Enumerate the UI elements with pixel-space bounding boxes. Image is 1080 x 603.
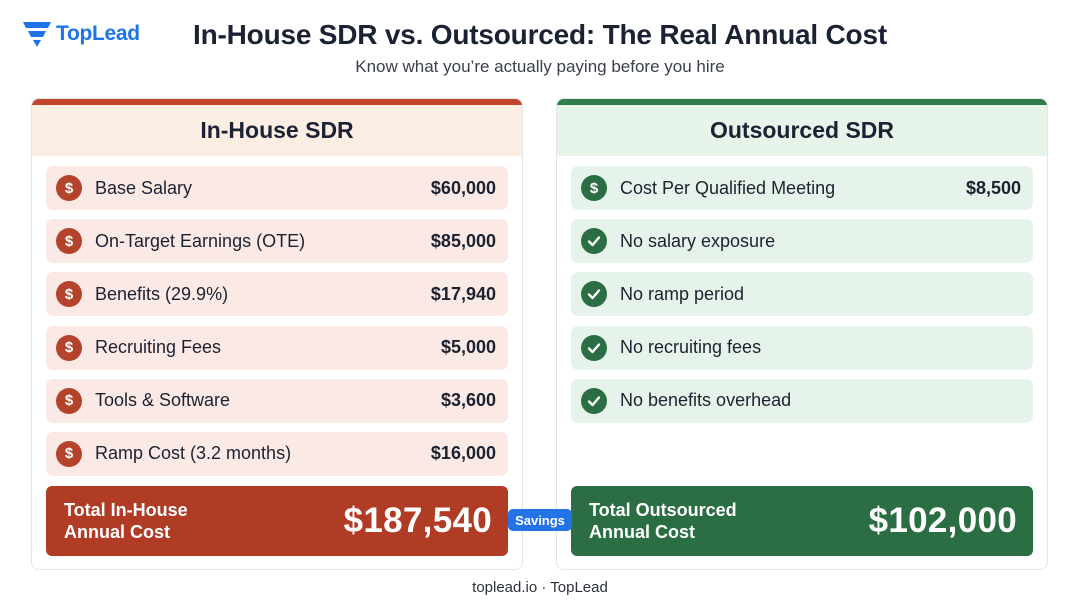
cost-value: $3,600: [440, 390, 496, 411]
cost-row-ote: $ On-Target Earnings (OTE) $85,000: [46, 219, 508, 264]
cost-value: $17,940: [430, 283, 496, 304]
total-value: $102,000: [868, 501, 1017, 540]
benefit-label: No ramp period: [620, 283, 745, 304]
in-house-panel: In-House SDR $ Base Salary $60,000 $ On-…: [31, 98, 523, 570]
cost-value: $5,000: [440, 337, 496, 358]
cost-label: Base Salary: [95, 177, 193, 198]
outsourced-cost-list: $ Cost Per Qualified Meeting $8,500 No s…: [571, 166, 1033, 432]
footer-credit: toplead.io · TopLead: [472, 579, 608, 596]
page-title: In-House SDR vs. Outsourced: The Real An…: [0, 19, 1080, 51]
total-label: Total In-House Annual Cost: [64, 500, 188, 542]
total-value: $187,540: [343, 501, 492, 540]
outsourced-heading: Outsourced SDR: [557, 99, 1047, 156]
in-house-total: Total In-House Annual Cost $187,540: [46, 486, 508, 556]
dollar-icon: $: [56, 334, 82, 361]
dollar-icon: $: [56, 228, 82, 255]
cost-value: $85,000: [430, 230, 496, 251]
check-icon: [581, 281, 607, 308]
cost-row-base-salary: $ Base Salary $60,000: [46, 166, 508, 210]
in-house-cost-list: $ Base Salary $60,000 $ On-Target Earnin…: [46, 166, 508, 485]
total-label: Total Outsourced Annual Cost: [589, 500, 737, 542]
in-house-heading: In-House SDR: [32, 99, 522, 156]
cost-row-tools: $ Tools & Software $3,600: [46, 378, 508, 423]
cost-row-per-meeting: $ Cost Per Qualified Meeting $8,500: [571, 166, 1033, 210]
outsourced-total: Total Outsourced Annual Cost $102,000: [571, 486, 1033, 556]
cost-label: Tools & Software: [95, 390, 231, 411]
benefit-row-no-recruiting: No recruiting fees: [571, 325, 1033, 370]
check-icon: [581, 387, 607, 414]
brand-logo: TopLead: [22, 20, 140, 48]
cost-row-ramp: $ Ramp Cost (3.2 months) $16,000: [46, 431, 508, 476]
cost-value: $60,000: [430, 177, 496, 198]
cost-value: $16,000: [430, 443, 496, 464]
dollar-icon: $: [56, 387, 82, 414]
benefit-label: No recruiting fees: [620, 337, 762, 358]
cost-label: Ramp Cost (3.2 months): [95, 443, 292, 464]
dollar-icon: $: [581, 175, 607, 201]
dollar-icon: $: [56, 281, 82, 308]
cost-value: $8,500: [965, 177, 1021, 198]
dollar-icon: $: [56, 175, 82, 201]
logo-icon: [23, 22, 51, 47]
benefit-label: No benefits overhead: [620, 390, 792, 411]
savings-badge: Savings: [508, 509, 572, 531]
benefit-row-no-salary: No salary exposure: [571, 219, 1033, 264]
brand-name: TopLead: [56, 22, 140, 45]
outsourced-panel: Outsourced SDR $ Cost Per Qualified Meet…: [556, 98, 1048, 570]
benefit-row-no-ramp: No ramp period: [571, 272, 1033, 317]
cost-row-benefits: $ Benefits (29.9%) $17,940: [46, 272, 508, 317]
cost-label: Benefits (29.9%): [95, 283, 229, 304]
cost-label: On-Target Earnings (OTE): [95, 230, 306, 251]
check-icon: [581, 334, 607, 361]
benefit-label: No salary exposure: [620, 230, 776, 251]
cost-row-recruiting: $ Recruiting Fees $5,000: [46, 325, 508, 370]
page-subtitle: Know what you’re actually paying before …: [355, 57, 725, 76]
cost-label: Cost Per Qualified Meeting: [620, 177, 836, 198]
benefit-row-no-benefits: No benefits overhead: [571, 378, 1033, 423]
cost-label: Recruiting Fees: [95, 337, 222, 358]
dollar-icon: $: [56, 440, 82, 467]
check-icon: [581, 228, 607, 255]
page-title-text: In-House SDR vs. Outsourced: The Real An…: [193, 19, 887, 50]
